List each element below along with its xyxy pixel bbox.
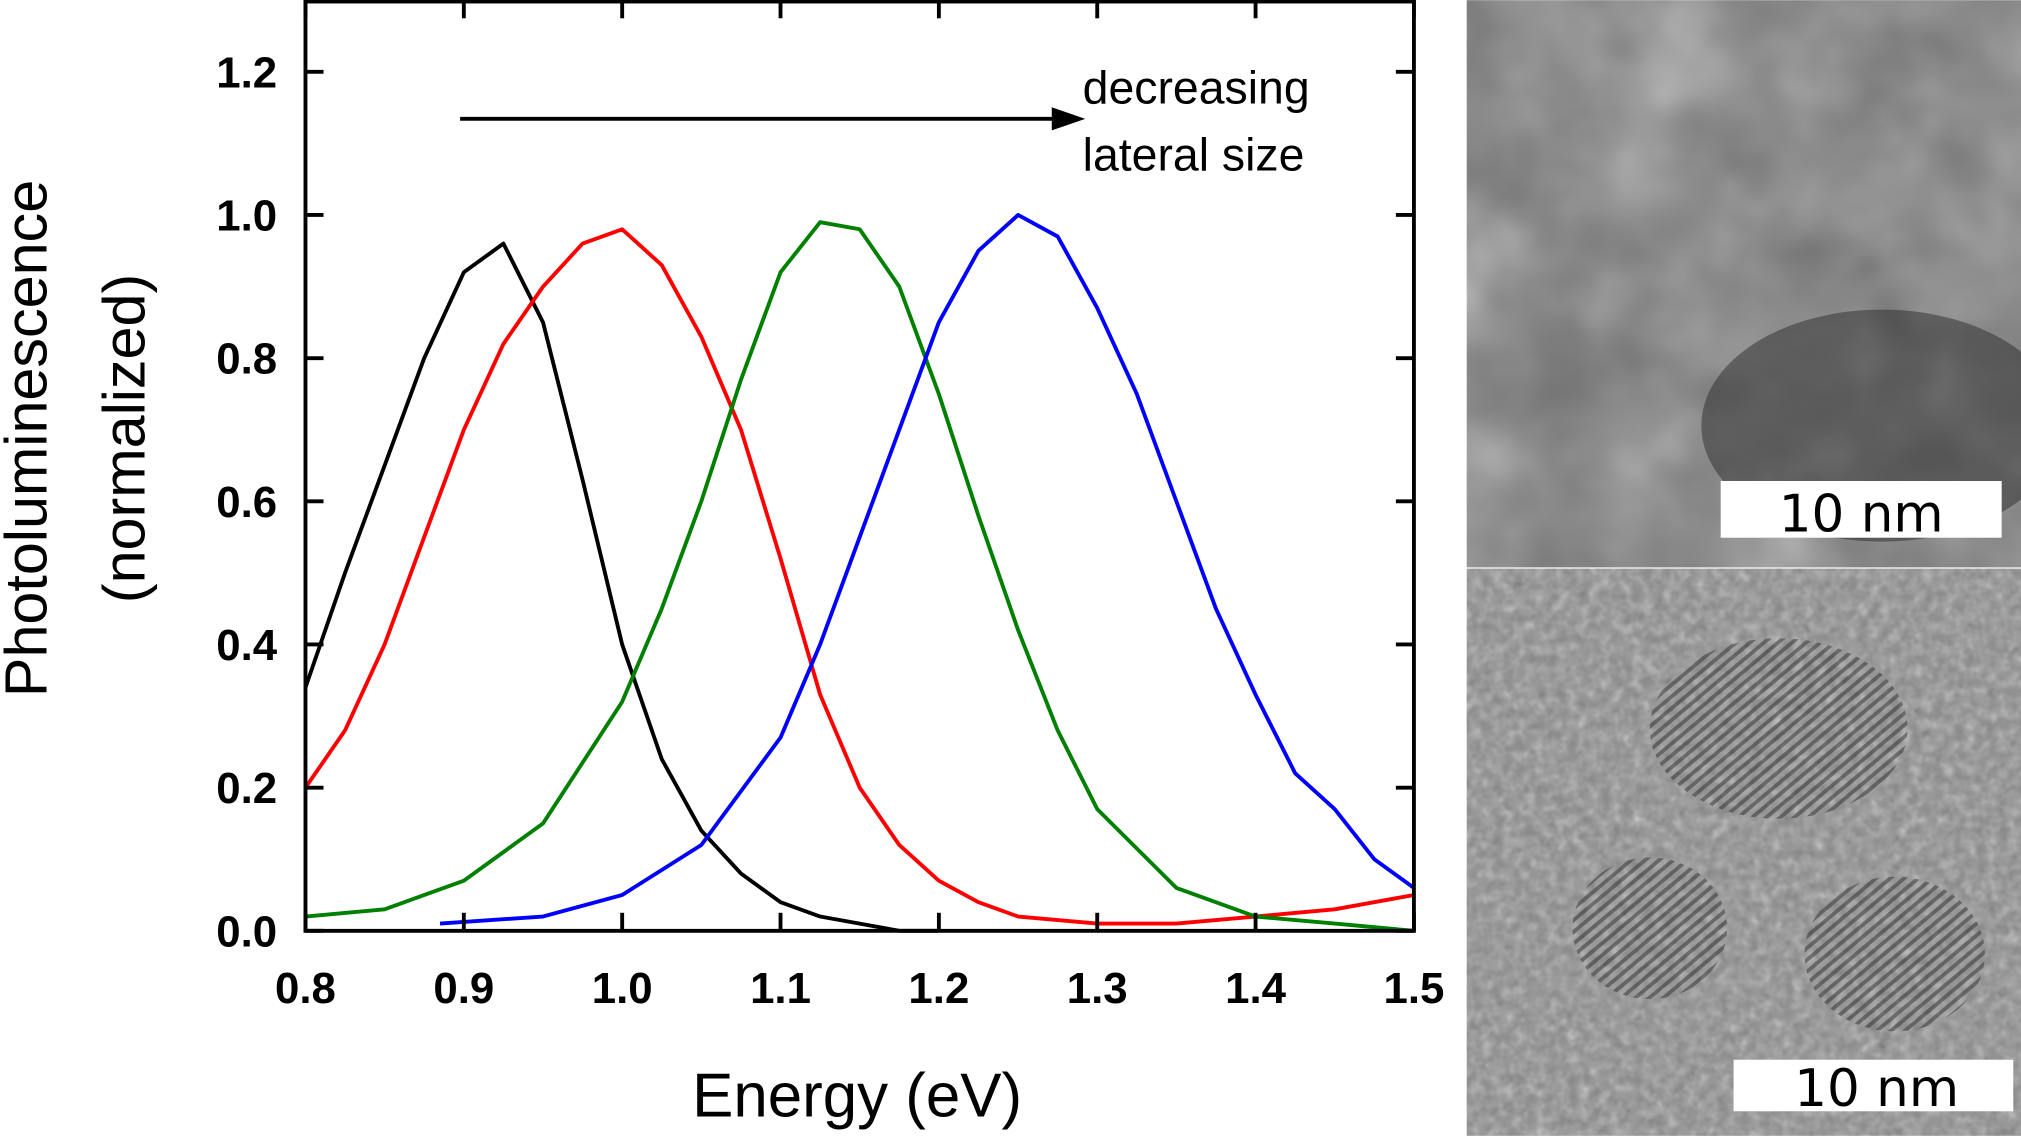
x-tick-label: 0.9 [433,964,494,1013]
scale-bar-label: 10 nm [1794,1059,1959,1119]
micrograph: 10 nm [1466,568,2021,1136]
annotation: decreasing [1083,61,1310,113]
crystal [1804,876,1985,1032]
plot-frame [303,0,1416,933]
x-tick-label: 1.2 [908,964,969,1013]
annotation: lateral size [1083,128,1305,180]
y-tick-label: 0.2 [216,764,277,813]
scale-bar-label: 10 nm [1779,484,1944,544]
y-tick-label: 0.8 [216,335,277,384]
image-texture [1466,0,2021,568]
y-tick-label: 1.0 [216,191,277,240]
y-axis-label: Photoluminescence [0,180,59,697]
y-tick-label: 0.4 [216,621,278,670]
series-line [303,227,1415,926]
y-tick-label: 0.6 [216,478,277,527]
scale-bar [1720,480,2002,538]
series-line [305,220,1415,933]
x-tick-label: 1.3 [1067,964,1128,1013]
y-axis-label: (normalized) [90,274,157,603]
micrograph: 10 nm [1466,0,2021,568]
x-tick-label: 0.8 [275,964,336,1013]
x-tick-label: 1.5 [1383,964,1444,1013]
series-line [303,241,939,933]
plot: 0.0 0.2 0.4 0.6 0.8 1.0 1.2 0.8 0.9 1.0 1.1 1.2 1.3 1… [216,0,1444,1013]
scale-bar [1733,1059,2014,1112]
y-tick-label: 1.2 [216,48,277,97]
y-tick-label: 0.0 [216,907,277,956]
x-tick-label: 1.1 [750,964,811,1013]
x-tick-label: 1.4 [1225,964,1287,1013]
arrow-head [1051,107,1086,131]
series-line [439,213,1416,926]
crystal [1572,857,1728,1000]
x-tick-label: 1.0 [592,964,653,1013]
x-axis-label: Energy (eV) [692,1061,1022,1130]
crystal [1649,638,1908,819]
